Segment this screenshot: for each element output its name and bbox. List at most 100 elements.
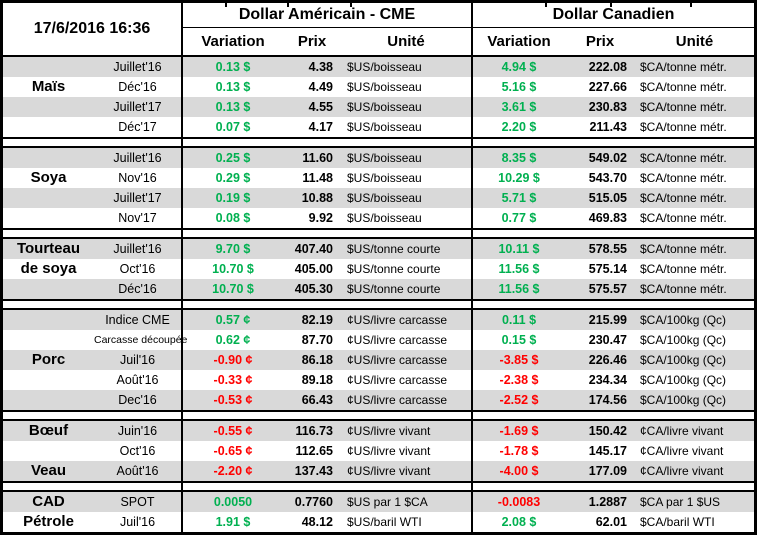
ca-unit-cell: $CA/100kg (Qc) (640, 393, 727, 407)
table-row: de soya Oct'16 10.70 $ 405.00 $US/tonne cour… (3, 259, 754, 279)
table-row: Porc Juil'16 -0.90 ¢ 86.18 ¢US/livre carcass… (3, 350, 754, 370)
ca-variation-cell: 10.11 $ (498, 242, 540, 256)
category-cell: Tourteau (16, 240, 81, 257)
contract-cell: Déc'16 (94, 77, 183, 97)
contract-cell: Juillet'17 (94, 188, 183, 208)
us-price-cell: 48.12 (301, 515, 333, 529)
table-row: Bœuf Juin'16 -0.55 ¢ 116.73 ¢US/livre vivant… (3, 421, 754, 441)
ca-unit-cell: $CA/tonne métr. (640, 171, 727, 185)
contract-cell: Dec'16 (94, 390, 183, 410)
table-row: Déc'17 0.07 $ 4.17 $US/boisseau 2.20 $ 211.43… (3, 117, 754, 137)
timestamp: 17/6/2016 16:36 (3, 3, 183, 55)
cad-variation-header: Variation (487, 33, 551, 50)
contract-cell: Carcasse découpée (94, 330, 187, 350)
ca-unit-cell: $CA par 1 $US (640, 495, 721, 509)
category-cell: Maïs (31, 78, 66, 95)
ca-variation-cell: -3.85 $ (499, 353, 539, 367)
ca-price-cell: 575.14 (588, 262, 627, 276)
contract-cell: Nov'17 (94, 208, 183, 228)
contract-cell: Nov'16 (94, 168, 183, 188)
ca-price-cell: 543.70 (588, 171, 627, 185)
us-variation-cell: 0.07 $ (215, 120, 251, 134)
us-variation-cell: 10.70 $ (212, 282, 254, 296)
section-tourteau-de-soya: Tourteau Juillet'16 9.70 $ 407.40 $US/tonne … (3, 239, 754, 299)
ca-unit-cell: ¢CA/livre vivant (640, 424, 724, 438)
ca-variation-cell: -0.0083 (497, 495, 541, 509)
category-cell (3, 117, 94, 137)
us-variation-cell: 0.29 $ (215, 171, 251, 185)
grid-tick (287, 3, 289, 7)
ca-unit-cell: $CA/tonne métr. (640, 151, 727, 165)
sections: Juillet'16 0.13 $ 4.38 $US/boisseau 4.94 $ 22… (3, 57, 754, 532)
ca-variation-cell: 0.77 $ (501, 211, 537, 225)
ca-unit-cell: $CA/baril WTI (640, 515, 715, 529)
ca-price-cell: 515.05 (588, 191, 627, 205)
us-variation-cell: -0.90 ¢ (213, 353, 253, 367)
ca-price-cell: 575.57 (588, 282, 627, 296)
us-price-cell: 407.40 (294, 242, 333, 256)
contract-cell: Juil'16 (94, 350, 183, 370)
us-variation-cell: 0.57 ¢ (215, 313, 251, 327)
us-variation-cell: 0.13 $ (215, 100, 251, 114)
ca-unit-cell: ¢CA/livre vivant (640, 464, 724, 478)
table-row: Nov'17 0.08 $ 9.92 $US/boisseau 0.77 $ 469.83… (3, 208, 754, 228)
ca-unit-cell: $CA/tonne métr. (640, 191, 727, 205)
ca-price-cell: 145.17 (588, 444, 627, 458)
cad-subheaders: Variation Prix Unité (473, 28, 754, 55)
ca-price-cell: 222.08 (588, 60, 627, 74)
ca-variation-cell: 0.11 $ (501, 313, 537, 327)
us-unit-cell: ¢US/livre carcasse (341, 370, 473, 390)
table-header: 17/6/2016 16:36 Dollar Américain - CME V… (3, 3, 754, 57)
ca-unit-cell: $CA/tonne métr. (640, 100, 727, 114)
us-unit-cell: ¢US/livre carcasse (341, 310, 473, 330)
us-unit-cell: ¢US/livre carcasse (341, 350, 473, 370)
section-porc: Indice CME 0.57 ¢ 82.19 ¢US/livre carcasse 0… (3, 310, 754, 410)
ca-price-cell: 234.34 (588, 373, 627, 387)
ca-unit-cell: $CA/tonne métr. (640, 282, 727, 296)
ca-variation-cell: -4.00 $ (499, 464, 539, 478)
ca-unit-cell: $CA/100kg (Qc) (640, 353, 727, 367)
us-unit-cell: ¢US/livre carcasse (341, 390, 473, 410)
contract-cell: Déc'17 (94, 117, 183, 137)
contract-cell: Déc'16 (94, 279, 183, 299)
ca-variation-cell: 0.15 $ (501, 333, 537, 347)
us-price-cell: 4.55 (308, 100, 333, 114)
category-cell: CAD (32, 493, 65, 510)
us-variation-cell: -2.20 ¢ (213, 464, 253, 478)
category-cell: de soya (20, 260, 77, 277)
us-variation-cell: 0.0050 (213, 495, 253, 509)
ca-variation-cell: 8.35 $ (501, 151, 537, 165)
us-price-cell: 87.70 (301, 333, 333, 347)
table-row: Août'16 -0.33 ¢ 89.18 ¢US/livre carcasse -2.… (3, 370, 754, 390)
usd-unit-header: Unité (387, 33, 425, 50)
table-row: Soya Nov'16 0.29 $ 11.48 $US/boisseau 10.29 $… (3, 168, 754, 188)
cad-price-header: Prix (585, 33, 615, 50)
us-variation-cell: -0.65 ¢ (213, 444, 253, 458)
contract-cell: Juillet'17 (94, 97, 183, 117)
ca-variation-cell: 10.29 $ (498, 171, 540, 185)
contract-cell: Juillet'16 (94, 148, 183, 168)
usd-header-group: Dollar Américain - CME Variation Prix Un… (183, 3, 473, 55)
us-unit-cell: ¢US/livre vivant (341, 421, 473, 441)
us-price-cell: 66.43 (301, 393, 333, 407)
us-price-cell: 11.48 (302, 171, 333, 185)
us-variation-cell: 0.08 $ (215, 211, 251, 225)
ca-price-cell: 230.47 (588, 333, 627, 347)
category-cell (3, 57, 94, 77)
ca-unit-cell: $CA/100kg (Qc) (640, 313, 727, 327)
category-cell (3, 279, 94, 299)
ca-price-cell: 211.43 (589, 120, 627, 134)
table-row: Maïs Déc'16 0.13 $ 4.49 $US/boisseau 5.16 $ 22… (3, 77, 754, 97)
us-unit-cell: $US/boisseau (341, 77, 473, 97)
cad-header-group: Dollar Canadien Variation Prix Unité (473, 3, 754, 55)
category-cell: Bœuf (28, 422, 69, 439)
cad-unit-header: Unité (675, 33, 714, 50)
ca-price-cell: 62.01 (595, 515, 627, 529)
category-cell: Soya (30, 169, 67, 186)
ca-price-cell: 578.55 (588, 242, 627, 256)
section-cad-petrole: CAD SPOT 0.0050 0.7760 $US par 1 $CA -0.0083 1… (3, 492, 754, 532)
us-unit-cell: $US/boisseau (341, 188, 473, 208)
ca-variation-cell: -2.38 $ (499, 373, 539, 387)
grid-tick (545, 3, 547, 7)
us-unit-cell: $US/tonne courte (341, 239, 473, 259)
